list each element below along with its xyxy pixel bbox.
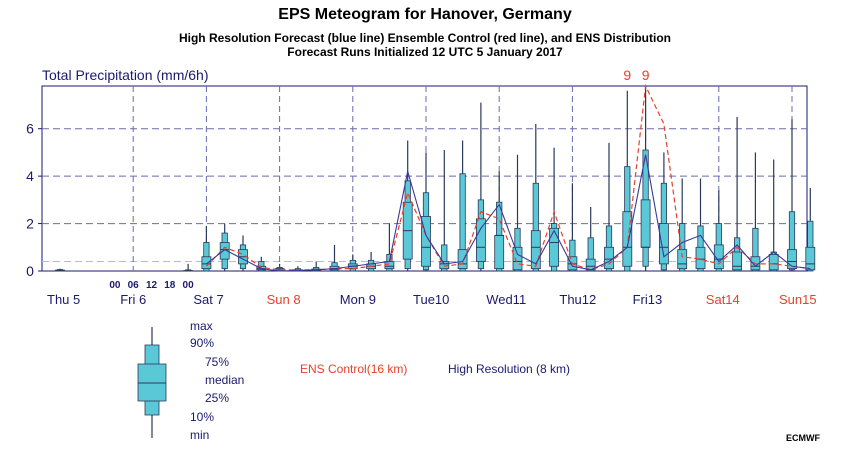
y-tick-label: 2 (26, 216, 34, 232)
box-inner (494, 235, 505, 270)
box-outer (807, 220, 814, 272)
box-inner (768, 253, 779, 271)
y-axis-label: Total Precipitation (mm/6h) (42, 67, 209, 83)
box-inner (695, 246, 706, 270)
box-outer (679, 223, 686, 272)
credit-label: ECMWF (786, 433, 820, 443)
box-inner (475, 218, 486, 262)
legend-control-label: ENS Control(16 km) (300, 362, 408, 376)
box-inner (677, 249, 688, 270)
box-outer (532, 182, 539, 272)
day-label: Thu12 (559, 292, 596, 307)
day-label: Fri 6 (120, 292, 146, 307)
hres-series-line (206, 154, 811, 272)
day-label: Sat14 (706, 292, 740, 307)
box-inner (549, 227, 559, 267)
day-label: Tue10 (413, 292, 449, 307)
box-inner (201, 256, 212, 270)
day-label: Mon 9 (340, 292, 376, 307)
box-inner (622, 211, 633, 267)
box-inner (530, 230, 541, 270)
box-inner (384, 261, 395, 270)
box-inner (421, 216, 431, 267)
box-inner (512, 246, 523, 271)
box-outer (459, 173, 466, 272)
plot-frame (41, 85, 808, 272)
legend-p10-label: 10% (190, 410, 215, 424)
box-inner (805, 246, 816, 271)
hour-tick-label: 00 (183, 280, 195, 291)
offscale-marker: 9 (642, 67, 650, 83)
chart-subtitle-2: Forecast Runs Initialized 12 UTC 5 Janua… (287, 45, 563, 59)
y-tick-label: 6 (26, 121, 34, 137)
day-label: Wed11 (486, 292, 526, 307)
legend-hres-label: High Resolution (8 km) (448, 362, 571, 376)
offscale-marker: 9 (623, 67, 631, 83)
chart-subtitle-1: High Resolution Forecast (blue line) Ens… (178, 31, 672, 45)
y-tick-label: 4 (26, 168, 34, 184)
day-label: Sun15 (779, 292, 817, 307)
box-inner (787, 249, 797, 270)
box-inner (659, 223, 669, 265)
hour-tick-label: 00 (109, 280, 121, 291)
day-label: Fri13 (633, 292, 663, 307)
box-inner (640, 199, 651, 248)
legend-median-label: median (205, 373, 245, 387)
legend-p25-label: 25% (205, 391, 230, 405)
hour-tick-label: 12 (146, 280, 158, 291)
box-outer (441, 244, 448, 272)
legend-p90-label: 90% (190, 336, 215, 350)
box-inner (439, 261, 450, 270)
legend-min-label: min (190, 428, 210, 442)
hour-tick-label: 06 (128, 280, 140, 291)
box-inner (732, 251, 742, 271)
box-outer (752, 227, 759, 272)
hour-tick-label: 18 (164, 280, 176, 291)
chart-title: EPS Meteogram for Hanover, Germany (278, 6, 572, 23)
box-outer (788, 211, 796, 271)
box-inner (219, 242, 230, 260)
day-label: Sat 7 (193, 292, 223, 307)
box-inner (604, 246, 614, 270)
day-label: Sun 8 (267, 292, 301, 307)
legend-p75-label: 75% (205, 355, 230, 369)
day-label: Thu 5 (47, 292, 80, 307)
legend-max-label: max (190, 319, 213, 333)
box-inner (457, 249, 468, 270)
y-tick-label: 0 (26, 263, 34, 279)
box-outer (587, 237, 594, 272)
